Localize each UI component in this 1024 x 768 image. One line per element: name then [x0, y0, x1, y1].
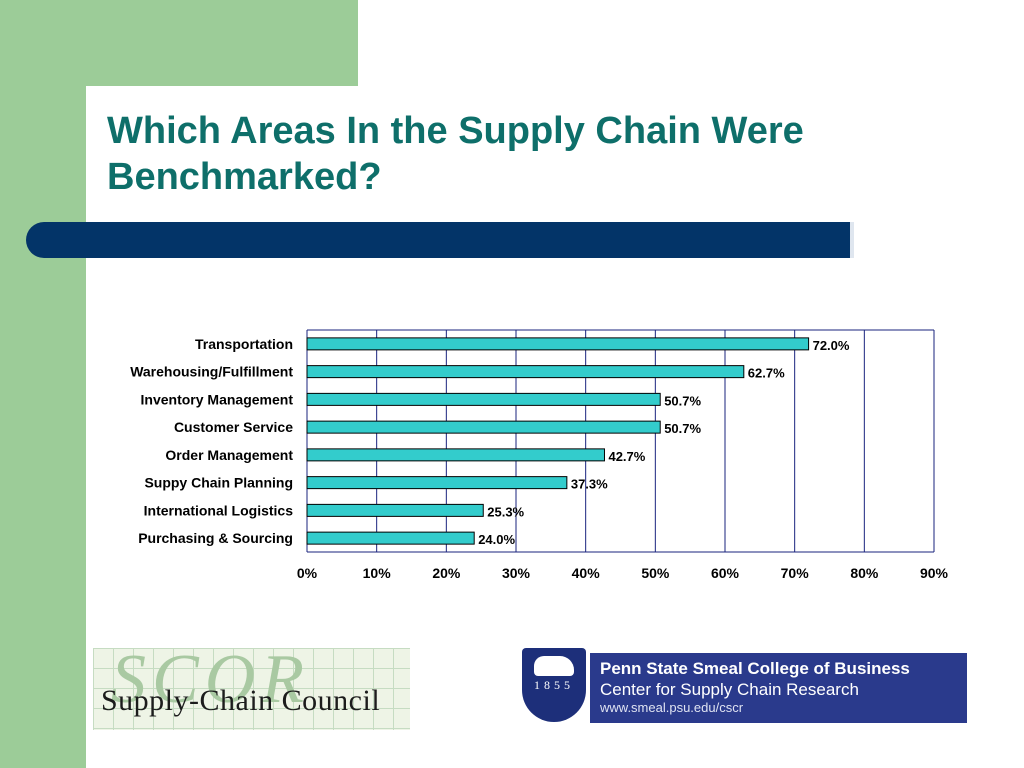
- scor-logo: SCOR Supply-Chain Council: [93, 648, 410, 730]
- slide-title: Which Areas In the Supply Chain Were Ben…: [107, 108, 987, 200]
- divider-bar: [26, 222, 854, 258]
- scor-logo-text: Supply-Chain Council: [101, 684, 381, 717]
- bar: [306, 365, 745, 379]
- x-tick-label: 40%: [572, 565, 601, 581]
- value-label: 25.3%: [487, 504, 524, 519]
- x-tick-label: 50%: [641, 565, 670, 581]
- category-label: Order Management: [165, 447, 293, 463]
- nittany-lion-icon: [534, 656, 574, 676]
- psu-shield-year: 1855: [534, 678, 574, 692]
- value-label: 50.7%: [664, 393, 701, 408]
- category-label: Warehousing/Fulfillment: [130, 364, 293, 380]
- value-label: 37.3%: [571, 477, 608, 492]
- psu-center-name: Center for Supply Chain Research: [600, 680, 859, 699]
- bar: [306, 392, 661, 406]
- psu-college-name: Penn State Smeal College of Business: [600, 659, 910, 678]
- left-green-band: [0, 0, 86, 768]
- value-label: 62.7%: [748, 366, 785, 381]
- value-label: 42.7%: [608, 449, 645, 464]
- top-green-band: [86, 0, 358, 86]
- scor-logo-mark: SCOR: [111, 648, 310, 718]
- x-tick-label: 60%: [711, 565, 740, 581]
- x-tick-label: 0%: [297, 565, 318, 581]
- psu-shield-icon: 1855: [522, 648, 586, 722]
- x-tick-label: 20%: [432, 565, 461, 581]
- divider-accent: [850, 222, 854, 258]
- category-label: Suppy Chain Planning: [144, 475, 293, 491]
- bar: [306, 337, 810, 351]
- bar: [306, 503, 484, 517]
- title-line-1: Which Areas In the Supply Chain Were: [107, 110, 804, 152]
- psu-logo-box: Penn State Smeal College of Business Cen…: [590, 653, 967, 723]
- x-tick-label: 80%: [850, 565, 879, 581]
- category-label: Customer Service: [174, 419, 293, 435]
- x-tick-label: 10%: [363, 565, 392, 581]
- bar: [306, 531, 475, 545]
- psu-url: www.smeal.psu.edu/cscr: [600, 700, 744, 715]
- x-tick-label: 70%: [781, 565, 810, 581]
- category-label: Transportation: [195, 336, 293, 352]
- bar: [306, 448, 605, 462]
- x-tick-label: 90%: [920, 565, 949, 581]
- category-label: Inventory Management: [141, 391, 294, 407]
- value-label: 72.0%: [813, 338, 850, 353]
- category-label: International Logistics: [144, 502, 294, 518]
- x-tick-label: 30%: [502, 565, 531, 581]
- category-label: Purchasing & Sourcing: [138, 530, 293, 546]
- bar: [306, 476, 568, 490]
- title-line-2: Benchmarked?: [107, 156, 382, 198]
- bar-chart: 0% 10% 20% 30% 40% 50% 60% 70% 80% 90% Transportat…: [130, 329, 949, 581]
- value-label: 50.7%: [664, 421, 701, 436]
- value-label: 24.0%: [478, 532, 515, 547]
- bar: [306, 420, 661, 434]
